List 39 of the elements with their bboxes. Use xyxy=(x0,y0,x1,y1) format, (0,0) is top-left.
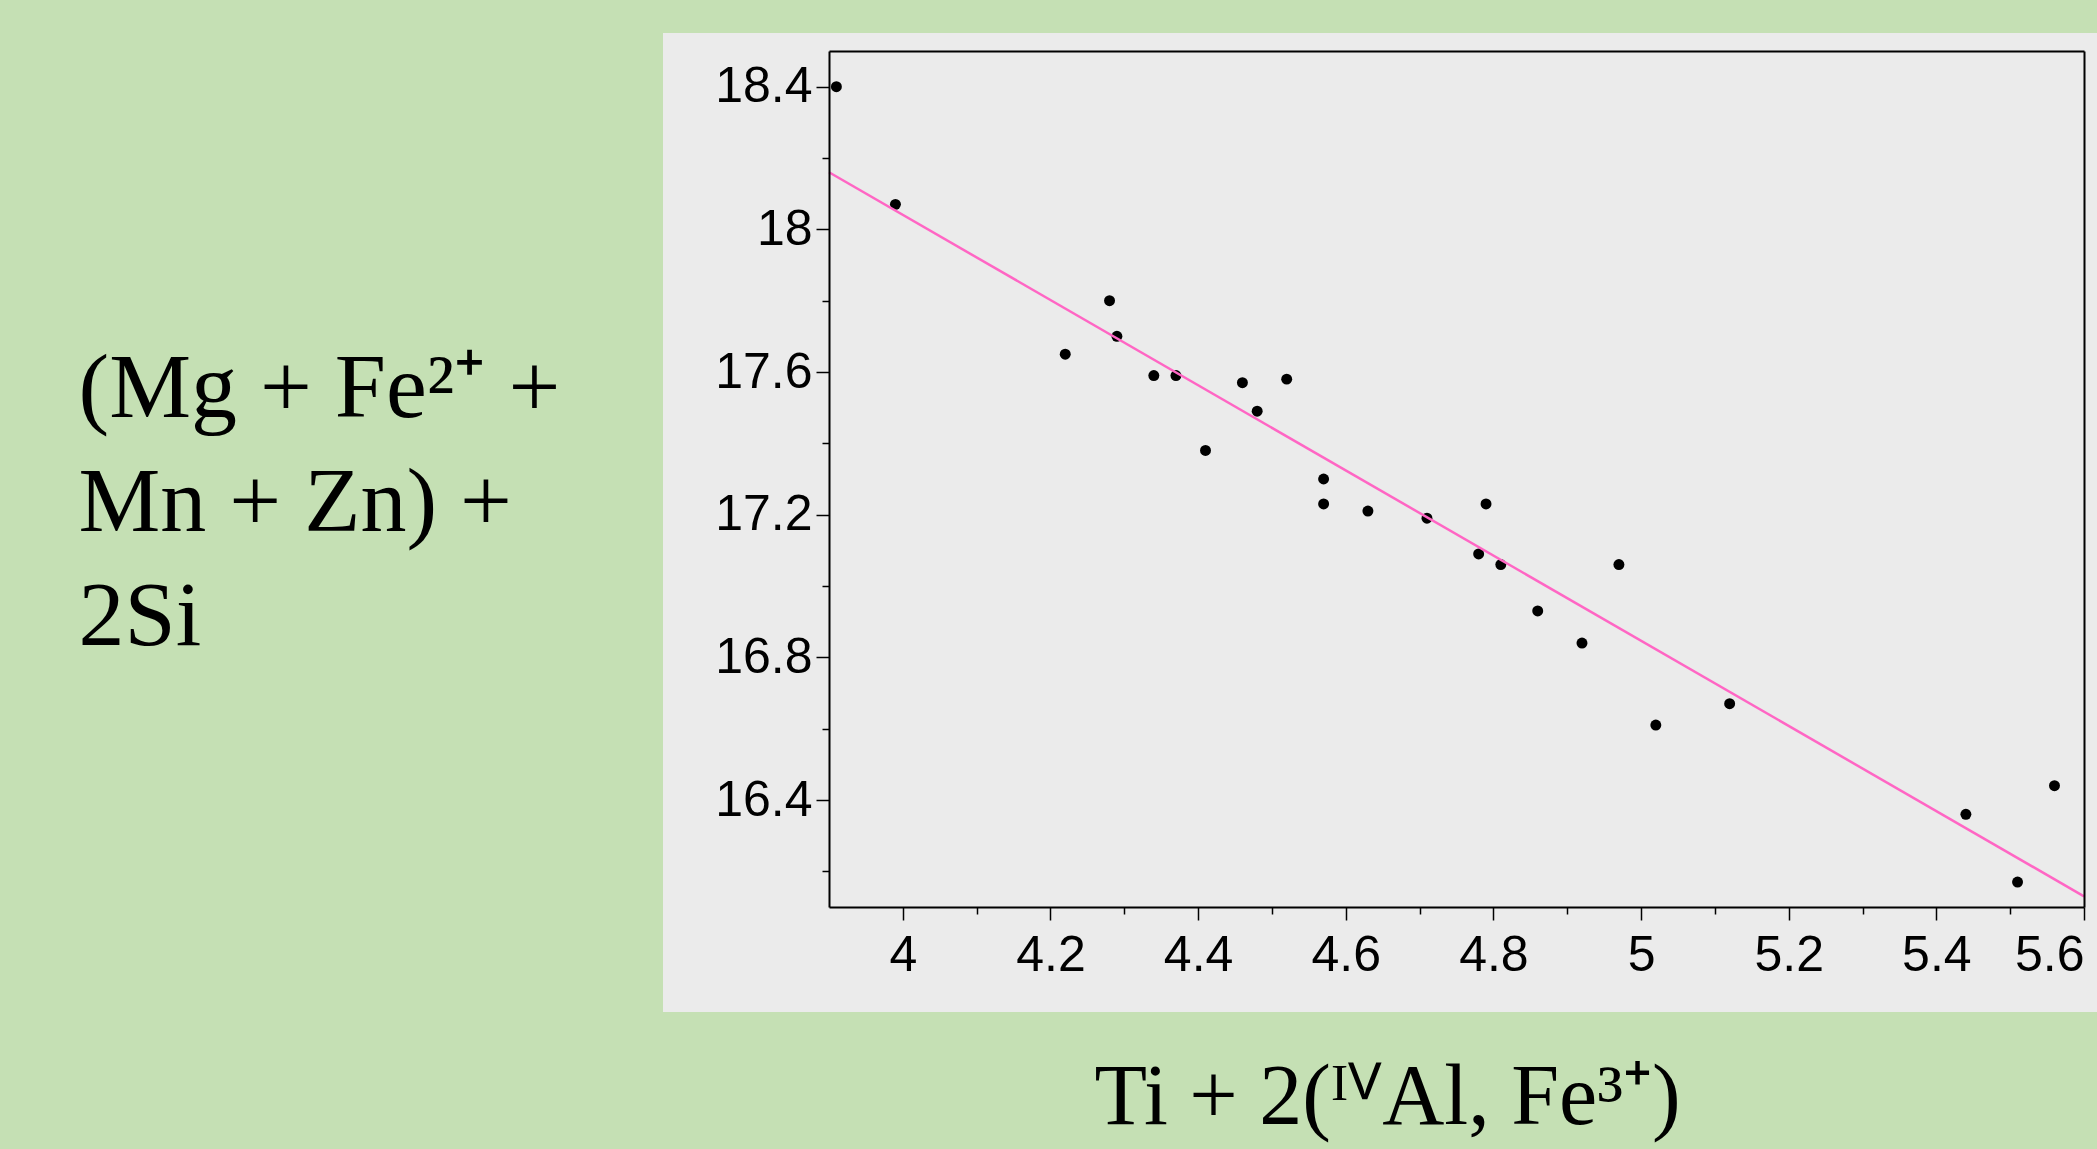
y-axis-title: (Mg + Fe²⁺ + Mn + Zn) + 2Si xyxy=(78,334,561,665)
point xyxy=(2012,876,2024,888)
x-axis-title: Ti + 2(ᴵⱽAl, Fe³⁺) xyxy=(1094,1046,1681,1143)
point xyxy=(1318,498,1330,510)
x-tick-label: 4.4 xyxy=(1163,925,1234,982)
y-tick-label: 17.2 xyxy=(715,485,813,542)
x-tick-label: 4.6 xyxy=(1311,925,1382,982)
point xyxy=(1576,637,1588,649)
y-tick-label: 16.8 xyxy=(715,627,813,684)
point xyxy=(2048,780,2060,792)
point xyxy=(1318,473,1330,485)
x-tick-label: 4.2 xyxy=(1016,925,1086,982)
x-tick-label: 5.2 xyxy=(1754,925,1824,982)
point xyxy=(1148,370,1160,382)
point xyxy=(1532,605,1544,617)
point xyxy=(1480,498,1492,510)
point xyxy=(1236,377,1248,389)
x-tick-label: 4 xyxy=(889,925,918,982)
point xyxy=(1960,808,1972,820)
point xyxy=(1473,548,1485,560)
point xyxy=(830,81,842,93)
point xyxy=(1059,348,1071,360)
point xyxy=(1251,405,1263,417)
y-tick-label: 18 xyxy=(756,199,813,256)
point xyxy=(1650,719,1662,731)
point xyxy=(1362,505,1374,517)
point xyxy=(1200,445,1211,456)
point xyxy=(1281,373,1293,385)
y-tick-label: 16.4 xyxy=(715,770,813,827)
x-tick-label: 5 xyxy=(1627,925,1656,982)
y-tick-label: 18.4 xyxy=(715,57,813,114)
x-tick-label: 4.8 xyxy=(1459,925,1529,982)
x-tick-label: 5.6 xyxy=(2014,925,2085,982)
y-tick-label: 17.6 xyxy=(715,342,813,399)
point xyxy=(1104,295,1116,307)
point xyxy=(1613,559,1625,571)
point xyxy=(889,198,901,210)
x-tick-label: 5.4 xyxy=(1902,925,1972,982)
point xyxy=(1724,698,1736,710)
